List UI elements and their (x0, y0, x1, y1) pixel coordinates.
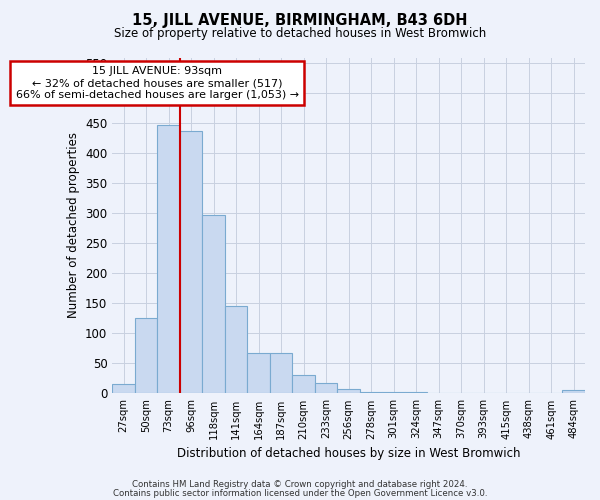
Bar (112, 384, 135, 394)
Bar (180, 130, 202, 394)
Bar (472, 393, 495, 394)
Text: 15, JILL AVENUE, BIRMINGHAM, B43 6DH: 15, JILL AVENUE, BIRMINGHAM, B43 6DH (132, 12, 468, 28)
Bar (450, 393, 472, 394)
Text: 15 JILL AVENUE: 93sqm
← 32% of detached houses are smaller (517)
66% of semi-det: 15 JILL AVENUE: 93sqm ← 32% of detached … (16, 66, 299, 100)
Y-axis label: Number of detached properties: Number of detached properties (67, 132, 80, 318)
Bar (427, 393, 450, 394)
Bar (562, 390, 585, 394)
Bar (135, 318, 157, 394)
Bar (247, 352, 270, 394)
Bar (337, 388, 360, 394)
Bar (405, 392, 427, 394)
Bar (225, 306, 247, 394)
Bar (157, 124, 180, 394)
Bar (202, 214, 225, 394)
Bar (292, 376, 315, 394)
X-axis label: Distribution of detached houses by size in West Bromwich: Distribution of detached houses by size … (177, 447, 520, 460)
Bar (270, 352, 292, 394)
Text: Contains HM Land Registry data © Crown copyright and database right 2024.: Contains HM Land Registry data © Crown c… (132, 480, 468, 489)
Bar (360, 392, 382, 394)
Text: Size of property relative to detached houses in West Bromwich: Size of property relative to detached ho… (114, 28, 486, 40)
Text: Contains public sector information licensed under the Open Government Licence v3: Contains public sector information licen… (113, 488, 487, 498)
Bar (315, 383, 337, 394)
Bar (495, 393, 517, 394)
Bar (382, 392, 405, 394)
